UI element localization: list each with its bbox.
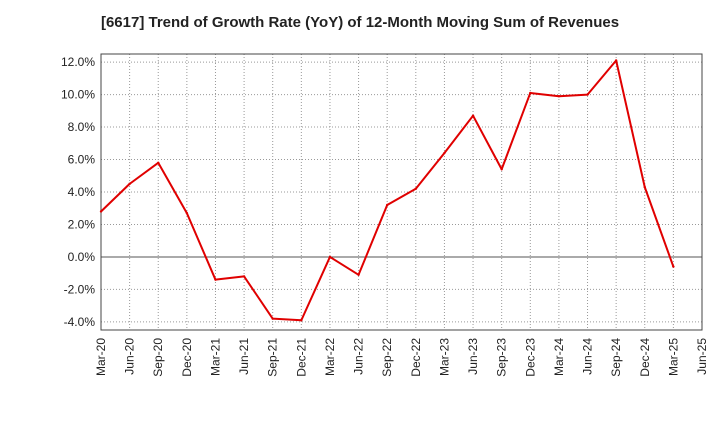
data-point <box>529 91 532 95</box>
data-point <box>443 151 446 155</box>
x-tick-label: Mar-25 <box>666 338 680 376</box>
y-tick-label: 4.0% <box>68 185 96 199</box>
x-tick-label: Jun-22 <box>352 338 366 375</box>
x-tick-label: Sep-21 <box>266 338 280 377</box>
grid <box>101 54 702 330</box>
x-tick-label: Jun-25 <box>695 338 709 375</box>
chart-title: [6617] Trend of Growth Rate (YoY) of 12-… <box>100 14 620 31</box>
x-tick-label: Dec-20 <box>180 338 194 377</box>
y-axis: -4.0% -2.0% 0.0% 2.0% 4.0% 6.0% 8.0% 10.0% 12.0% <box>61 55 95 329</box>
data-point <box>157 161 160 164</box>
x-tick-label: Mar-22 <box>323 338 337 376</box>
y-tick-label: 8.0% <box>68 120 96 134</box>
x-tick-label: Dec-23 <box>523 338 537 377</box>
data-point <box>185 211 189 215</box>
data-point <box>357 273 360 276</box>
x-tick-label: Sep-23 <box>495 338 509 377</box>
plot-frame <box>100 53 703 331</box>
data-point <box>214 278 217 281</box>
y-tick-label: 10.0% <box>61 88 95 102</box>
x-tick-label: Sep-22 <box>380 338 394 377</box>
data-point <box>128 182 131 186</box>
x-tick-label: Jun-21 <box>237 338 251 375</box>
data-point <box>557 95 561 98</box>
data-point <box>614 59 618 62</box>
data-point <box>385 203 389 207</box>
x-axis: Mar-20 Jun-20 Sep-20 Dec-20 Mar-21 Jun-21 Sep-… <box>94 338 709 377</box>
data-point <box>328 255 332 259</box>
x-tick-label: Mar-21 <box>208 338 222 376</box>
data-point <box>471 114 475 117</box>
data-point <box>271 317 274 320</box>
x-tick-label: Jun-24 <box>581 338 595 375</box>
x-tick-label: Mar-23 <box>437 338 451 376</box>
series-layer <box>99 59 675 322</box>
y-tick-label: -2.0% <box>64 282 96 296</box>
x-tick-label: Jun-20 <box>123 338 137 375</box>
data-point <box>414 187 418 190</box>
x-tick-label: Jun-23 <box>466 338 480 375</box>
y-tick-label: -4.0% <box>64 315 96 329</box>
y-tick-label: 2.0% <box>68 217 96 231</box>
data-point <box>672 265 675 268</box>
data-point <box>300 319 303 322</box>
x-tick-label: Mar-24 <box>552 338 566 376</box>
data-point <box>643 185 646 189</box>
data-point <box>242 275 246 278</box>
y-tick-label: 6.0% <box>68 153 96 167</box>
y-tick-label: 12.0% <box>61 55 95 69</box>
data-point <box>586 93 589 96</box>
x-tick-label: Sep-20 <box>151 338 165 377</box>
data-point <box>500 168 503 171</box>
x-tick-label: Dec-24 <box>638 338 652 377</box>
x-tick-label: Sep-24 <box>609 338 623 377</box>
x-tick-label: Mar-20 <box>94 338 108 376</box>
y-tick-label: 0.0% <box>68 250 96 264</box>
x-tick-label: Dec-21 <box>294 338 308 377</box>
x-tick-label: Dec-22 <box>409 338 423 377</box>
data-point <box>99 210 103 213</box>
